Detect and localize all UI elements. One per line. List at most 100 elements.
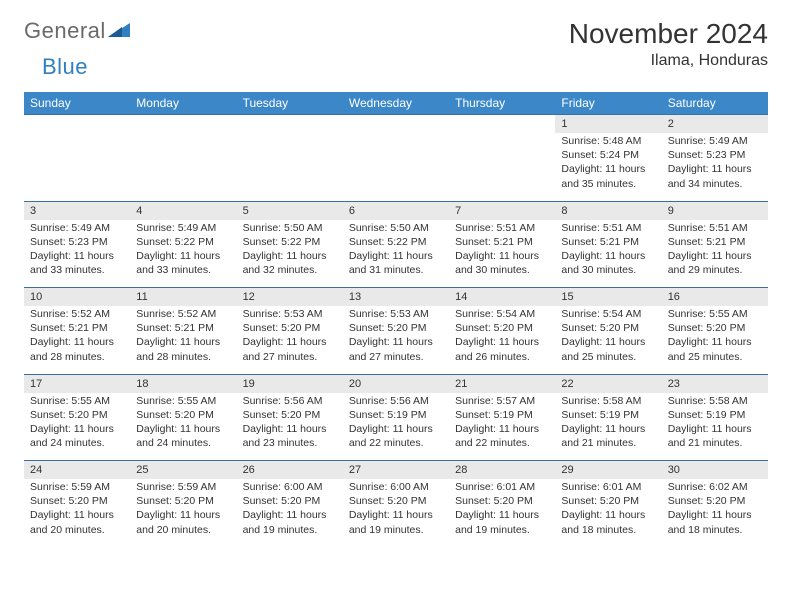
daylight-label: Daylight: 11 hours and 29 minutes.	[668, 249, 762, 277]
day-number-cell: 19	[237, 374, 343, 393]
day-number-cell: 11	[130, 288, 236, 307]
day-number-cell	[237, 115, 343, 134]
day-info-cell: Sunrise: 5:55 AMSunset: 5:20 PMDaylight:…	[24, 393, 130, 461]
sunset-label: Sunset: 5:20 PM	[668, 494, 762, 508]
daylight-label: Daylight: 11 hours and 31 minutes.	[349, 249, 443, 277]
daylight-label: Daylight: 11 hours and 30 minutes.	[561, 249, 655, 277]
daylight-label: Daylight: 11 hours and 30 minutes.	[455, 249, 549, 277]
brand-part1: General	[24, 18, 106, 44]
day-info-cell: Sunrise: 5:55 AMSunset: 5:20 PMDaylight:…	[662, 306, 768, 374]
day-number-row: 12	[24, 115, 768, 134]
sunset-label: Sunset: 5:20 PM	[243, 494, 337, 508]
sunset-label: Sunset: 5:19 PM	[668, 408, 762, 422]
daylight-label: Daylight: 11 hours and 25 minutes.	[668, 335, 762, 363]
sunrise-label: Sunrise: 5:52 AM	[136, 307, 230, 321]
day-info-cell: Sunrise: 5:59 AMSunset: 5:20 PMDaylight:…	[130, 479, 236, 547]
sunset-label: Sunset: 5:20 PM	[349, 321, 443, 335]
sunrise-label: Sunrise: 5:49 AM	[136, 221, 230, 235]
sunrise-label: Sunrise: 5:51 AM	[455, 221, 549, 235]
sunrise-label: Sunrise: 5:53 AM	[243, 307, 337, 321]
sunset-label: Sunset: 5:24 PM	[561, 148, 655, 162]
sunrise-label: Sunrise: 6:01 AM	[455, 480, 549, 494]
sunrise-label: Sunrise: 5:51 AM	[561, 221, 655, 235]
daylight-label: Daylight: 11 hours and 19 minutes.	[243, 508, 337, 536]
sunset-label: Sunset: 5:20 PM	[243, 321, 337, 335]
day-info-cell: Sunrise: 5:52 AMSunset: 5:21 PMDaylight:…	[130, 306, 236, 374]
sunset-label: Sunset: 5:21 PM	[136, 321, 230, 335]
day-info-cell	[24, 133, 130, 201]
day-number-cell	[449, 115, 555, 134]
day-number-cell: 17	[24, 374, 130, 393]
daylight-label: Daylight: 11 hours and 32 minutes.	[243, 249, 337, 277]
daylight-label: Daylight: 11 hours and 24 minutes.	[136, 422, 230, 450]
day-info-row: Sunrise: 5:55 AMSunset: 5:20 PMDaylight:…	[24, 393, 768, 461]
day-number-cell: 3	[24, 201, 130, 220]
weekday-header: Saturday	[662, 92, 768, 115]
weekday-header: Sunday	[24, 92, 130, 115]
day-number-cell	[24, 115, 130, 134]
daylight-label: Daylight: 11 hours and 25 minutes.	[561, 335, 655, 363]
sunrise-label: Sunrise: 5:50 AM	[243, 221, 337, 235]
day-info-cell: Sunrise: 5:51 AMSunset: 5:21 PMDaylight:…	[555, 220, 661, 288]
sunrise-label: Sunrise: 5:55 AM	[136, 394, 230, 408]
day-info-cell: Sunrise: 5:54 AMSunset: 5:20 PMDaylight:…	[449, 306, 555, 374]
day-number-cell: 22	[555, 374, 661, 393]
daylight-label: Daylight: 11 hours and 20 minutes.	[30, 508, 124, 536]
day-info-cell: Sunrise: 5:49 AMSunset: 5:22 PMDaylight:…	[130, 220, 236, 288]
daylight-label: Daylight: 11 hours and 21 minutes.	[561, 422, 655, 450]
daylight-label: Daylight: 11 hours and 22 minutes.	[349, 422, 443, 450]
day-number-cell: 15	[555, 288, 661, 307]
sunset-label: Sunset: 5:20 PM	[455, 494, 549, 508]
day-number-cell: 25	[130, 461, 236, 480]
sunset-label: Sunset: 5:22 PM	[349, 235, 443, 249]
day-number-cell: 29	[555, 461, 661, 480]
day-number-cell: 6	[343, 201, 449, 220]
sunset-label: Sunset: 5:20 PM	[136, 408, 230, 422]
sunset-label: Sunset: 5:21 PM	[30, 321, 124, 335]
weekday-header: Monday	[130, 92, 236, 115]
daylight-label: Daylight: 11 hours and 22 minutes.	[455, 422, 549, 450]
day-info-cell: Sunrise: 5:49 AMSunset: 5:23 PMDaylight:…	[24, 220, 130, 288]
sunrise-label: Sunrise: 5:48 AM	[561, 134, 655, 148]
sunset-label: Sunset: 5:21 PM	[455, 235, 549, 249]
day-number-row: 3456789	[24, 201, 768, 220]
sunset-label: Sunset: 5:19 PM	[561, 408, 655, 422]
sunrise-label: Sunrise: 5:49 AM	[668, 134, 762, 148]
sunrise-label: Sunrise: 5:49 AM	[30, 221, 124, 235]
day-info-cell: Sunrise: 5:54 AMSunset: 5:20 PMDaylight:…	[555, 306, 661, 374]
day-info-cell	[449, 133, 555, 201]
day-number-cell	[343, 115, 449, 134]
day-info-row: Sunrise: 5:48 AMSunset: 5:24 PM Daylight:…	[24, 133, 768, 201]
day-info-cell: Sunrise: 5:56 AMSunset: 5:19 PMDaylight:…	[343, 393, 449, 461]
sunset-label: Sunset: 5:20 PM	[455, 321, 549, 335]
day-info-cell: Sunrise: 5:58 AMSunset: 5:19 PMDaylight:…	[555, 393, 661, 461]
day-info-cell: Sunrise: 6:00 AMSunset: 5:20 PMDaylight:…	[343, 479, 449, 547]
sunrise-label: Sunrise: 5:54 AM	[561, 307, 655, 321]
calendar-page: General November 2024 Ilama, Honduras Bl…	[0, 0, 792, 547]
sunset-label: Sunset: 5:22 PM	[136, 235, 230, 249]
sunset-label: Sunset: 5:19 PM	[349, 408, 443, 422]
day-info-cell: Sunrise: 6:01 AMSunset: 5:20 PMDaylight:…	[449, 479, 555, 547]
sunset-label: Sunset: 5:22 PM	[243, 235, 337, 249]
sunset-label: Sunset: 5:21 PM	[668, 235, 762, 249]
day-number-cell: 13	[343, 288, 449, 307]
day-info-cell: Sunrise: 6:01 AMSunset: 5:20 PMDaylight:…	[555, 479, 661, 547]
sunset-label: Sunset: 5:20 PM	[136, 494, 230, 508]
weekday-header: Thursday	[449, 92, 555, 115]
day-number-row: 24252627282930	[24, 461, 768, 480]
day-number-cell: 23	[662, 374, 768, 393]
sunset-label: Sunset: 5:20 PM	[30, 408, 124, 422]
day-info-cell	[343, 133, 449, 201]
day-info-cell: Sunrise: 5:53 AMSunset: 5:20 PMDaylight:…	[343, 306, 449, 374]
daylight-label: Daylight: 11 hours and 28 minutes.	[136, 335, 230, 363]
day-number-cell: 7	[449, 201, 555, 220]
day-number-cell: 30	[662, 461, 768, 480]
day-info-cell: Sunrise: 5:51 AMSunset: 5:21 PMDaylight:…	[662, 220, 768, 288]
day-info-cell: Sunrise: 6:00 AMSunset: 5:20 PMDaylight:…	[237, 479, 343, 547]
sunset-label: Sunset: 5:19 PM	[455, 408, 549, 422]
sunrise-label: Sunrise: 5:52 AM	[30, 307, 124, 321]
sunrise-label: Sunrise: 5:53 AM	[349, 307, 443, 321]
daylight-label: Daylight: 11 hours and 34 minutes.	[668, 162, 762, 190]
day-info-row: Sunrise: 5:52 AMSunset: 5:21 PMDaylight:…	[24, 306, 768, 374]
weekday-header: Tuesday	[237, 92, 343, 115]
